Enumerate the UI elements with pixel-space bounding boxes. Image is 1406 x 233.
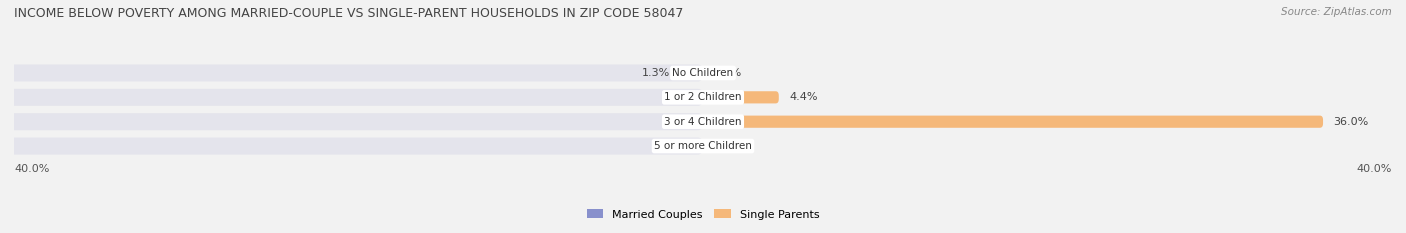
FancyBboxPatch shape bbox=[0, 89, 703, 106]
Text: Source: ZipAtlas.com: Source: ZipAtlas.com bbox=[1281, 7, 1392, 17]
FancyBboxPatch shape bbox=[0, 65, 703, 82]
Text: 0.0%: 0.0% bbox=[713, 141, 741, 151]
Text: 1 or 2 Children: 1 or 2 Children bbox=[664, 92, 742, 102]
FancyBboxPatch shape bbox=[703, 116, 1323, 128]
Text: 40.0%: 40.0% bbox=[14, 164, 49, 174]
Text: 5 or more Children: 5 or more Children bbox=[654, 141, 752, 151]
FancyBboxPatch shape bbox=[0, 113, 703, 130]
Legend: Married Couples, Single Parents: Married Couples, Single Parents bbox=[582, 205, 824, 224]
Text: 0.0%: 0.0% bbox=[713, 68, 741, 78]
Text: 0.0%: 0.0% bbox=[665, 141, 693, 151]
Text: INCOME BELOW POVERTY AMONG MARRIED-COUPLE VS SINGLE-PARENT HOUSEHOLDS IN ZIP COD: INCOME BELOW POVERTY AMONG MARRIED-COUPL… bbox=[14, 7, 683, 20]
Text: 0.0%: 0.0% bbox=[665, 92, 693, 102]
FancyBboxPatch shape bbox=[681, 67, 703, 79]
Text: 4.4%: 4.4% bbox=[789, 92, 818, 102]
FancyBboxPatch shape bbox=[703, 91, 779, 103]
Text: 3 or 4 Children: 3 or 4 Children bbox=[664, 117, 742, 127]
Text: 1.3%: 1.3% bbox=[643, 68, 671, 78]
Text: 36.0%: 36.0% bbox=[1333, 117, 1368, 127]
Text: 0.0%: 0.0% bbox=[665, 117, 693, 127]
Text: No Children: No Children bbox=[672, 68, 734, 78]
FancyBboxPatch shape bbox=[0, 137, 703, 154]
Text: 40.0%: 40.0% bbox=[1357, 164, 1392, 174]
